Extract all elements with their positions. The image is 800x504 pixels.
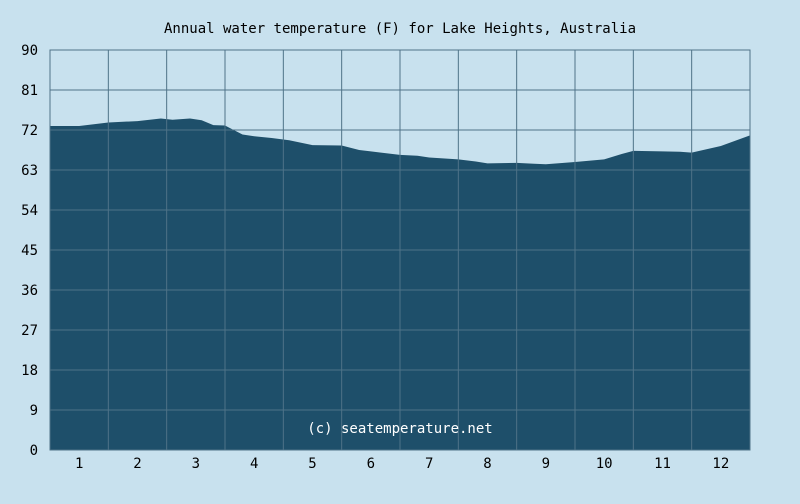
x-tick-label: 4	[250, 456, 258, 472]
x-tick-labels: 1 2 3 4 5 6 7 8 9 10 11 12	[75, 456, 729, 472]
y-tick-label: 18	[21, 363, 38, 379]
y-tick-label: 9	[30, 403, 38, 419]
x-tick-label: 8	[483, 456, 491, 472]
watermark: (c) seatemperature.net	[307, 421, 492, 437]
x-tick-label: 9	[542, 456, 550, 472]
x-tick-label: 3	[192, 456, 200, 472]
x-tick-label: 2	[133, 456, 141, 472]
y-tick-labels: 0 9 18 27 36 45 54 63 72 81 90	[21, 43, 38, 459]
x-tick-label: 1	[75, 456, 83, 472]
y-tick-label: 72	[21, 123, 38, 139]
plot-border	[49, 49, 751, 451]
x-tick-label: 6	[367, 456, 375, 472]
y-tick-label: 81	[21, 83, 38, 99]
chart-title: Annual water temperature (F) for Lake He…	[164, 21, 636, 37]
x-tick-label: 5	[308, 456, 316, 472]
y-tick-label: 63	[21, 163, 38, 179]
x-tick-label: 11	[654, 456, 671, 472]
y-tick-label: 27	[21, 323, 38, 339]
y-tick-label: 45	[21, 243, 38, 259]
y-tick-label: 0	[30, 443, 38, 459]
x-tick-label: 10	[596, 456, 613, 472]
plot-area	[49, 49, 751, 451]
x-tick-label: 7	[425, 456, 433, 472]
y-tick-label: 90	[21, 43, 38, 59]
y-tick-label: 54	[21, 203, 38, 219]
y-tick-label: 36	[21, 283, 38, 299]
x-tick-label: 12	[712, 456, 729, 472]
